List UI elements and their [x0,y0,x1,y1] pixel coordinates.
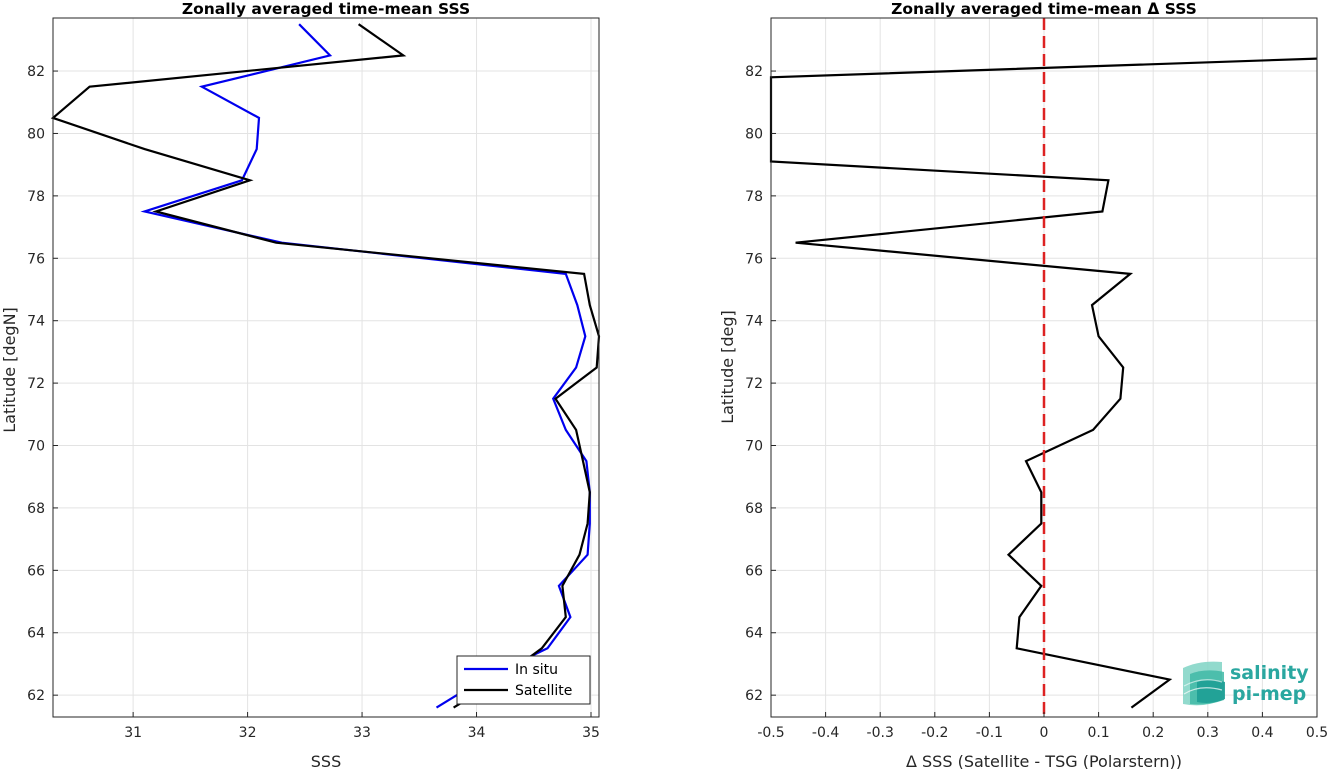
left-y-tick-label: 66 [27,563,45,579]
right-x-tick-label: 0.5 [1306,725,1328,741]
left-series-line-satellite [50,23,601,709]
right-y-tick-label: 76 [745,251,763,267]
left-y-tick-label: 72 [27,376,45,392]
right-y-tick-label: 82 [745,64,763,80]
right-series-group [769,18,1318,717]
left-x-tick-label: 35 [582,725,600,741]
right-chart-panel: Zonally averaged time-mean Δ SSS -0.5 -0.… [718,0,1328,769]
right-y-tick-label: 72 [745,376,763,392]
left-y-axis-label: Latitude [degN] [0,307,19,433]
right-x-tick-label: -0.3 [867,725,894,741]
right-y-tick-label: 66 [745,563,763,579]
right-y-tick-label: 62 [745,688,763,704]
right-y-tick-label: 78 [745,189,763,205]
right-x-tick-label: 0.4 [1251,725,1273,741]
right-chart-title: Zonally averaged time-mean Δ SSS [891,0,1197,18]
left-y-tick-label: 74 [27,314,45,330]
left-x-tick-label: 34 [468,725,486,741]
right-series-line-series-0 [769,57,1318,709]
left-y-tick-label: 76 [27,251,45,267]
right-y-tick-label: 74 [745,314,763,330]
right-x-tick-label: 0.3 [1197,725,1219,741]
legend-label-in-situ: In situ [515,662,558,678]
logo-text-line2: pi-mep [1232,683,1306,705]
logo-text-line1: salinity [1230,662,1309,684]
right-x-tick-label: -0.1 [976,725,1003,741]
left-axes-box [52,17,600,718]
right-ticks: -0.5 -0.4 -0.3 -0.2 -0.1 0 0.1 0.2 0.3 0.4 0.5 62 64… [745,64,1328,741]
left-series-group [50,23,601,709]
right-y-tick-label: 68 [745,501,763,517]
right-x-tick-label: -0.2 [921,725,948,741]
left-chart-title: Zonally averaged time-mean SSS [182,0,470,18]
right-x-tick-label: 0.1 [1087,725,1109,741]
left-ticks: 31 32 33 34 35 62 64 66 68 70 72 74 76 78 80 82 [27,64,600,741]
legend: In situ Satellite [456,655,591,705]
right-x-tick-label: -0.5 [757,725,784,741]
legend-box [456,655,591,705]
right-y-axis-label: Latitude [deg] [718,310,737,424]
left-x-tick-label: 33 [353,725,371,741]
left-y-tick-label: 64 [27,626,45,642]
salinity-pi-mep-logo: salinity pi-mep [1183,661,1309,706]
legend-label-satellite: Satellite [515,683,572,699]
left-chart-panel: Zonally averaged time-mean SSS 31 32 33 34 3… [0,0,601,769]
left-x-tick-label: 32 [239,725,257,741]
right-x-axis-label: Δ SSS (Satellite - TSG (Polarstern)) [906,752,1182,769]
left-y-tick-label: 78 [27,189,45,205]
right-y-tick-label: 64 [745,626,763,642]
left-x-tick-label: 31 [124,725,142,741]
left-y-tick-label: 80 [27,126,45,142]
waves-icon [1183,661,1225,706]
left-y-tick-label: 62 [27,688,45,704]
left-plot-area [53,18,599,717]
right-y-tick-label: 80 [745,126,763,142]
right-x-tick-label: 0 [1040,725,1049,741]
left-grid [53,18,599,717]
left-y-tick-label: 68 [27,501,45,517]
left-x-axis-label: SSS [311,752,341,769]
left-y-tick-label: 70 [27,439,45,455]
right-x-tick-label: -0.4 [812,725,839,741]
right-y-tick-label: 70 [745,439,763,455]
right-x-tick-label: 0.2 [1142,725,1164,741]
left-y-tick-label: 82 [27,64,45,80]
